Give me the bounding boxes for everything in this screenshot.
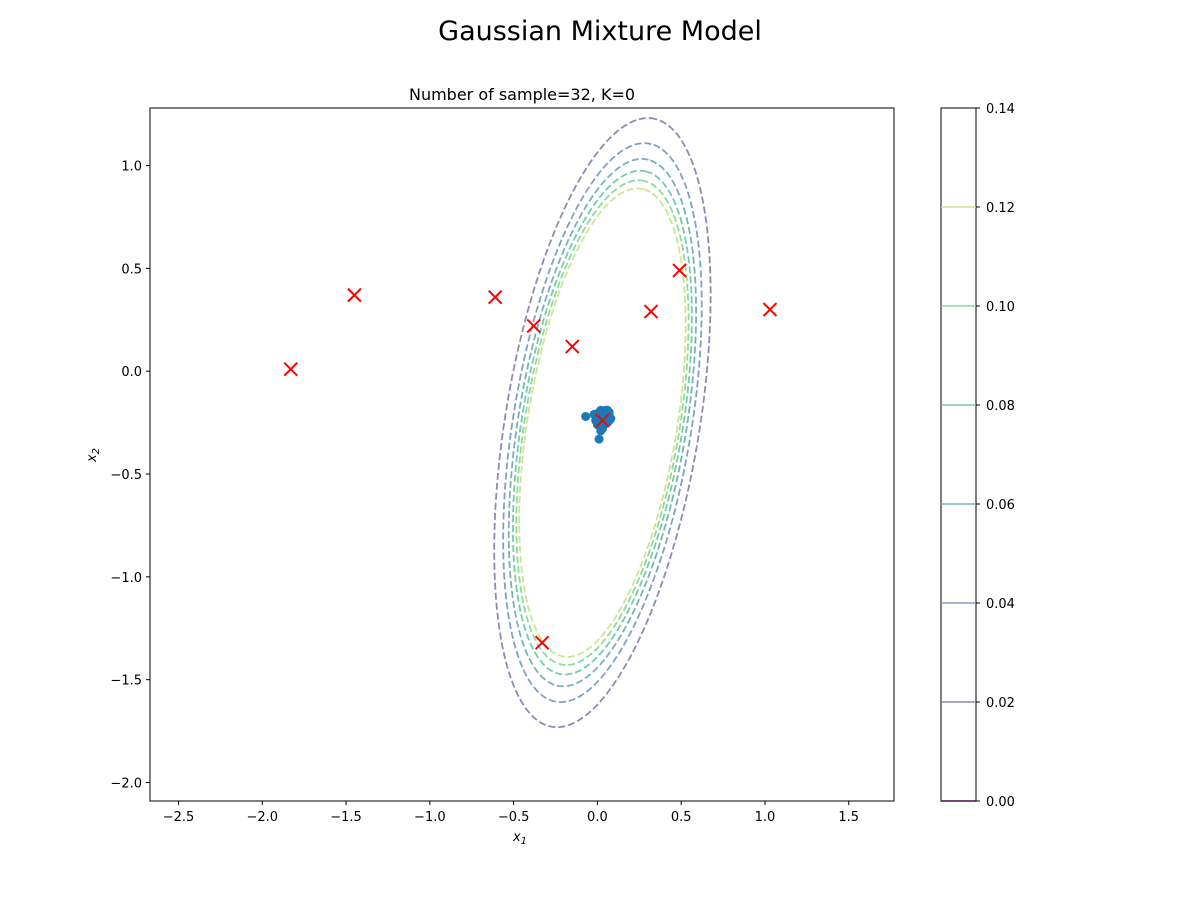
colorbar-tick-label: 0.12 [986, 201, 1015, 216]
x-axis-ticks: −2.5 −2.0 −1.5 −1.0 −0.5 0.0 0.5 1.0 1.5 [163, 801, 859, 825]
axes-title: Number of sample=32, K=0 [409, 85, 635, 104]
y-axis-label: x2 [85, 448, 102, 463]
colorbar-level-lines [941, 206, 976, 802]
x-tick-label: 0.0 [587, 810, 608, 825]
center-marker [526, 318, 541, 334]
figure-suptitle: Gaussian Mixture Model [438, 16, 762, 47]
x-axis-label: x1 [512, 830, 527, 847]
center-marker [347, 287, 362, 303]
colorbar: 0.00 0.02 0.04 0.06 0.08 0.10 0.12 0.14 [940, 102, 1015, 810]
colorbar-tick-label: 0.14 [986, 102, 1015, 117]
x-tick-label: 1.5 [838, 810, 859, 825]
y-tick-label: 0.5 [121, 262, 142, 277]
density-contour-2 [507, 158, 698, 688]
sample-point [596, 426, 606, 436]
density-contour-3 [512, 169, 693, 676]
center-marker [595, 413, 610, 428]
density-contour-5 [518, 187, 687, 658]
y-tick-label: −2.0 [110, 776, 142, 791]
center-markers-layer [283, 263, 778, 650]
colorbar-tick-label: 0.06 [986, 498, 1015, 513]
sample-point [594, 434, 604, 444]
x-tick-label: −0.5 [498, 810, 530, 825]
center-marker [762, 302, 778, 317]
y-tick-label: 1.0 [121, 160, 142, 175]
colorbar-tick-label: 0.08 [986, 399, 1015, 414]
x-tick-label: 1.0 [755, 810, 776, 825]
y-tick-label: −1.0 [110, 571, 142, 586]
center-marker [565, 339, 580, 354]
main-axes: −2.5 −2.0 −1.5 −1.0 −0.5 0.0 0.5 1.0 1.5 −2.0 −1.… [110, 107, 895, 825]
sample-point [594, 407, 604, 417]
y-tick-label: −0.5 [110, 468, 142, 483]
sample-point [599, 416, 609, 426]
y-tick-label: −1.5 [110, 674, 142, 689]
center-marker [283, 361, 298, 377]
x-tick-label: −1.5 [330, 810, 362, 825]
center-marker [534, 635, 550, 650]
center-marker [643, 304, 659, 319]
colorbar-tick-label: 0.00 [986, 795, 1015, 810]
colorbar-tick-label: 0.04 [986, 597, 1015, 612]
colorbar-frame [940, 107, 977, 802]
density-contour-0 [493, 117, 712, 729]
center-marker [672, 263, 687, 278]
density-contour-1 [502, 142, 703, 703]
y-axis-ticks: −2.0 −1.5 −1.0 −0.5 0.0 0.5 1.0 [110, 160, 150, 791]
y-tick-label: 0.0 [121, 365, 142, 380]
contour-layer [493, 117, 712, 729]
x-tick-label: −2.0 [246, 810, 278, 825]
sample-point [581, 411, 591, 421]
plot-frame [149, 107, 895, 802]
density-contour-4 [515, 179, 690, 666]
x-tick-label: 0.5 [671, 810, 692, 825]
colorbar-tick-label: 0.02 [986, 696, 1015, 711]
colorbar-tick-label: 0.10 [986, 300, 1015, 315]
center-marker [487, 289, 503, 305]
colorbar-ticks: 0.00 0.02 0.04 0.06 0.08 0.10 0.12 0.14 [976, 102, 1015, 810]
x-tick-label: −1.0 [414, 810, 446, 825]
x-tick-label: −2.5 [163, 810, 195, 825]
